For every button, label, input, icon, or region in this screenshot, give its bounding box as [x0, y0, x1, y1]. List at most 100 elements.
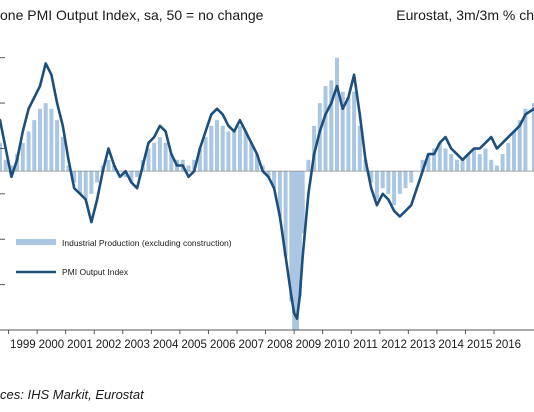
ip-bar	[272, 171, 277, 189]
ip-bar	[192, 159, 197, 172]
ip-bar	[203, 137, 208, 172]
ip-bar	[20, 142, 25, 172]
ip-bar	[392, 171, 397, 206]
ip-bar	[38, 108, 42, 172]
ip-bar	[403, 171, 408, 189]
ip-bar	[123, 171, 128, 177]
ip-bar	[292, 171, 297, 330]
ip-bar	[78, 171, 82, 194]
x-tick-label: 2010	[324, 339, 350, 351]
x-tick-label: 2004	[153, 339, 179, 351]
x-tick-label: 2009	[296, 339, 322, 351]
ip-bar	[266, 171, 271, 177]
ip-bar	[106, 159, 111, 172]
ip-bar	[60, 137, 65, 172]
ip-bar	[483, 148, 488, 172]
ip-bar	[49, 108, 54, 172]
ip-bar	[472, 148, 476, 172]
ip-bar	[357, 125, 362, 172]
x-tick-label: 2012	[381, 339, 407, 351]
ip-bar	[43, 103, 48, 172]
ip-bar	[329, 80, 334, 172]
ip-bar	[454, 159, 459, 172]
legend-bar-swatch	[16, 239, 56, 245]
x-tick-label: 2000	[39, 339, 65, 351]
ip-bar	[494, 165, 499, 172]
ip-bar	[220, 125, 225, 172]
right-title: Eurostat, 3m/3m % ch	[396, 7, 534, 23]
x-tick-label: 2016	[496, 339, 522, 351]
ip-bar	[352, 91, 357, 172]
ip-bar	[243, 131, 248, 172]
x-tick-label: 2013	[410, 339, 436, 351]
ip-bar	[283, 171, 288, 257]
ip-bar	[449, 154, 454, 172]
x-tick-label: 2006	[210, 339, 236, 351]
legend-line-label: PMI Output Index	[62, 267, 129, 277]
ip-bar	[312, 125, 317, 172]
ip-bar	[460, 159, 465, 172]
ip-bar	[83, 171, 88, 200]
industrial-production-bars	[0, 57, 534, 330]
ip-bar	[512, 131, 516, 172]
ip-bar	[255, 154, 259, 172]
ip-bar	[380, 171, 385, 189]
x-tick-label: 2001	[67, 339, 93, 351]
source-note: ces: IHS Markit, Eurostat	[0, 387, 145, 402]
x-axis-tick-labels: 1999 2000 2001 2002 2003 2004 2005 2006 2007 2008…	[8, 330, 522, 351]
ip-bar	[66, 165, 71, 172]
ip-bar	[226, 131, 231, 172]
ip-bar	[346, 97, 351, 172]
ip-bar	[335, 57, 339, 172]
ip-bar	[186, 165, 191, 172]
axes	[0, 57, 534, 331]
ip-bar	[300, 171, 305, 234]
ip-bar	[374, 171, 379, 200]
ip-bar	[295, 171, 299, 330]
ip-bar	[420, 159, 425, 172]
ip-bar	[215, 120, 219, 172]
ip-bar	[277, 171, 282, 217]
ip-bar	[517, 120, 522, 172]
x-tick-label: 2007	[238, 339, 264, 351]
ip-bar	[55, 120, 60, 172]
ip-bar	[95, 171, 100, 183]
ip-bar	[506, 142, 511, 172]
ip-bar	[523, 108, 528, 172]
ip-bar	[477, 154, 482, 172]
ip-bar	[297, 171, 302, 296]
ip-bar	[32, 120, 37, 172]
x-tick-label: 2015	[467, 339, 493, 351]
ip-bar	[409, 171, 414, 183]
ip-bar	[152, 142, 157, 172]
ip-bar	[397, 171, 402, 194]
ip-bar	[466, 154, 471, 172]
ip-bar	[369, 171, 374, 183]
x-tick-label: 1999	[10, 339, 36, 351]
pmi-output-index-line	[0, 62, 534, 320]
ip-bar	[249, 142, 254, 172]
left-title: one PMI Output Index, sa, 50 = no change	[0, 7, 264, 23]
ip-bar	[532, 103, 534, 172]
ip-bar	[489, 159, 494, 172]
ip-bar	[146, 148, 151, 172]
ip-bar	[432, 148, 437, 172]
ip-bar	[209, 125, 214, 172]
ip-bar	[197, 148, 202, 172]
legend-bar-label: Industrial Production (excluding constru…	[62, 238, 232, 248]
ip-bar	[306, 159, 311, 172]
x-tick-label: 2011	[353, 339, 378, 351]
ip-bar	[426, 154, 431, 172]
legend: Industrial Production (excluding constru…	[16, 238, 232, 277]
ip-bar	[169, 154, 174, 172]
ip-bar	[163, 142, 168, 172]
x-tick-label: 2005	[181, 339, 207, 351]
ip-bar	[323, 86, 328, 172]
x-tick-label: 2003	[124, 339, 150, 351]
ip-bar	[129, 171, 134, 183]
ip-bar	[237, 125, 242, 172]
x-tick-label: 2008	[267, 339, 293, 351]
ip-bar	[500, 154, 505, 172]
